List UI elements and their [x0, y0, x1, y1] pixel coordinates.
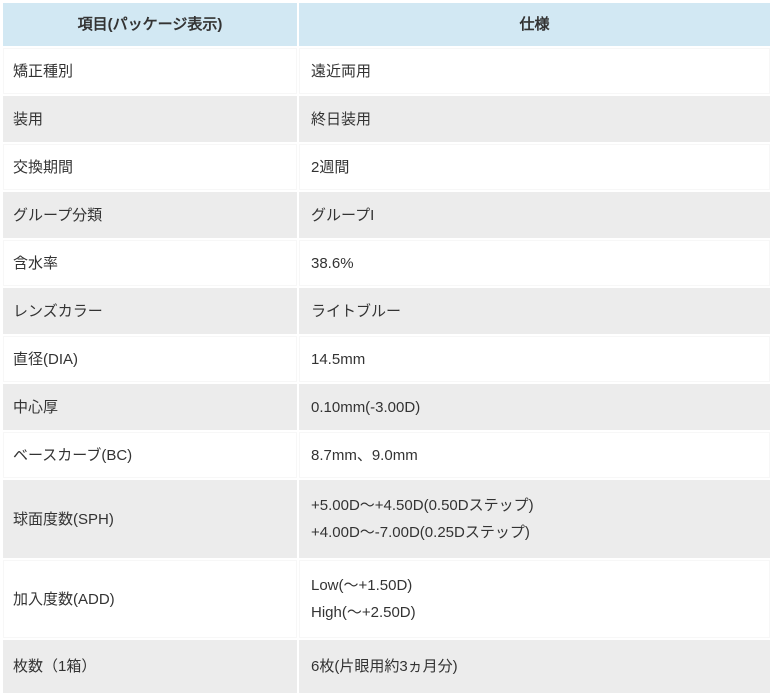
- row-label: ベースカーブ(BC): [3, 432, 297, 478]
- row-value: 8.7mm、9.0mm: [299, 432, 770, 478]
- row-label: 矯正種別: [3, 48, 297, 94]
- row-label: 交換期間: [3, 144, 297, 190]
- row-label: 直径(DIA): [3, 336, 297, 382]
- row-value: 0.10mm(-3.00D): [299, 384, 770, 430]
- spec-table: 項目(パッケージ表示) 仕様 矯正種別 遠近両用 装用 終日装用 交換期間 2週…: [3, 3, 770, 693]
- row-value: 2週間: [299, 144, 770, 190]
- row-label: 加入度数(ADD): [3, 560, 297, 638]
- row-label: 装用: [3, 96, 297, 142]
- row-value: 遠近両用: [299, 48, 770, 94]
- row-label: 球面度数(SPH): [3, 480, 297, 558]
- row-label: 枚数（1箱）: [3, 640, 297, 693]
- header-cell-spec: 仕様: [299, 3, 770, 46]
- row-value: 6枚(片眼用約3ヵ月分): [299, 640, 770, 693]
- header-cell-item: 項目(パッケージ表示): [3, 3, 297, 46]
- row-label: レンズカラー: [3, 288, 297, 334]
- row-value: ライトブルー: [299, 288, 770, 334]
- row-value: 14.5mm: [299, 336, 770, 382]
- row-label: 含水率: [3, 240, 297, 286]
- row-label: グループ分類: [3, 192, 297, 238]
- row-label: 中心厚: [3, 384, 297, 430]
- row-value: +5.00D～+4.50D(0.50Dステップ) +4.00D～-7.00D(0…: [299, 480, 770, 558]
- row-value: Low(～+1.50D) High(～+2.50D): [299, 560, 770, 638]
- row-value: グループI: [299, 192, 770, 238]
- row-value: 38.6%: [299, 240, 770, 286]
- row-value: 終日装用: [299, 96, 770, 142]
